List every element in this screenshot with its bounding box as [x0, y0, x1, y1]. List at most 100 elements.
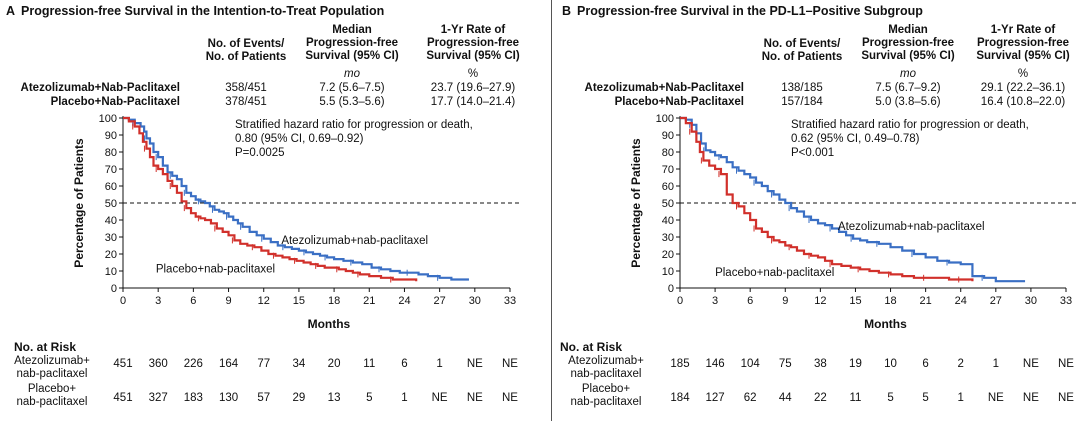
- panel-title: A Progression-free Survival in the Intent…: [6, 4, 384, 18]
- row-events: 157/184: [781, 96, 823, 108]
- x-tick-label: 3: [712, 295, 718, 307]
- x-tick-label: 0: [677, 295, 683, 307]
- risk-value: 127: [705, 392, 725, 404]
- x-tick-label: 21: [920, 295, 932, 307]
- risk-value: 19: [849, 358, 862, 370]
- risk-value: 29: [292, 392, 306, 404]
- risk-value: NE: [466, 358, 483, 370]
- row-events: 358/451: [225, 82, 267, 94]
- y-axis-label: Percentage of Patients: [72, 138, 86, 268]
- x-tick-label: 27: [990, 295, 1002, 307]
- x-tick-label: 33: [504, 295, 516, 307]
- y-tick-label: 70: [662, 164, 674, 176]
- risk-value: 13: [327, 392, 341, 404]
- risk-value: NE: [502, 358, 518, 370]
- y-tick-label: 0: [668, 283, 674, 295]
- y-tick-label: 90: [105, 130, 117, 142]
- risk-value: 184: [670, 392, 690, 404]
- y-tick-label: 40: [105, 215, 117, 227]
- row-events: 138/185: [781, 82, 823, 94]
- risk-value: 6: [922, 358, 929, 370]
- risk-value: 10: [884, 358, 897, 370]
- panel-title-text: Progression-free Survival in the PD-L1–P…: [577, 4, 923, 18]
- y-tick-label: 60: [662, 181, 674, 193]
- row-median: 7.2 (5.6–7.5): [319, 82, 385, 94]
- risk-value: 6: [401, 358, 408, 370]
- x-tick-label: 0: [120, 295, 126, 307]
- y-tick-label: 90: [662, 130, 674, 142]
- y-tick-label: 60: [105, 181, 117, 193]
- row-label: Placebo+Nab-Paclitaxel: [614, 96, 744, 108]
- risk-value: 164: [218, 358, 239, 370]
- row-rate: 23.7 (19.6–27.9): [430, 82, 516, 94]
- x-tick-label: 24: [398, 295, 410, 307]
- risk-value: 62: [743, 392, 757, 404]
- y-tick-label: 30: [662, 232, 674, 244]
- y-tick-label: 10: [105, 266, 117, 278]
- risk-value: 104: [740, 358, 760, 370]
- panel-letter: A: [6, 4, 16, 18]
- risk-value: 22: [813, 392, 827, 404]
- risk-value: 5: [887, 392, 894, 404]
- header-events: No. of Events/ No. of Patients: [205, 38, 287, 63]
- row-median: 5.5 (5.3–5.6): [319, 96, 385, 108]
- x-tick-label: 33: [1060, 295, 1072, 307]
- hazard-ratio-text: P=0.0025: [235, 147, 285, 159]
- panel-b: B Progression-free Survival in the PD-L1–…: [556, 0, 1080, 421]
- header-median: Median Progression-free Survival (95% CI…: [861, 24, 955, 62]
- panel-title: B Progression-free Survival in the PD-L1–…: [562, 4, 923, 18]
- risk-value: 57: [257, 392, 271, 404]
- unit-rate: %: [1017, 68, 1029, 80]
- y-tick-label: 80: [105, 147, 117, 159]
- hazard-ratio-text: 0.62 (95% CI, 0.49–0.78): [791, 133, 920, 145]
- y-tick-label: 50: [662, 198, 674, 210]
- unit-median: mo: [344, 68, 360, 80]
- y-tick-label: 10: [662, 266, 674, 278]
- x-tick-label: 15: [293, 295, 305, 307]
- risk-value: 451: [113, 392, 133, 404]
- x-tick-label: 30: [1025, 295, 1037, 307]
- row-rate: 29.1 (22.2–36.1): [980, 82, 1066, 94]
- x-tick-label: 18: [328, 295, 340, 307]
- y-tick-label: 100: [99, 113, 117, 125]
- y-tick-label: 50: [105, 198, 117, 210]
- risk-value: 146: [705, 358, 725, 370]
- x-axis-label: Months: [864, 317, 907, 331]
- risk-value: 77: [257, 358, 271, 370]
- row-rate: 16.4 (10.8–22.0): [980, 96, 1066, 108]
- km-chart-a: 0 10 20 30 40 50 60 70 80 90 100 0 3 6 9 12 15 18 21 24 27 30…: [72, 113, 522, 331]
- header-rate: 1-Yr Rate of Progression-free Survival (…: [976, 24, 1070, 62]
- hazard-ratio-text: 0.80 (95% CI, 0.69–0.92): [235, 133, 364, 145]
- header-rate: 1-Yr Rate of Progression-free Survival (…: [426, 24, 520, 62]
- risk-value: 1: [957, 392, 964, 404]
- risk-value: 1: [401, 392, 408, 404]
- row-label: Atezolizumab+Nab-Paclitaxel: [584, 82, 744, 94]
- y-axis-label: Percentage of Patients: [629, 138, 643, 268]
- row-events: 378/451: [225, 96, 267, 108]
- row-median: 5.0 (3.8–5.6): [875, 96, 941, 108]
- panel-letter: B: [562, 4, 572, 18]
- y-tick-label: 70: [105, 164, 117, 176]
- row-rate: 17.7 (14.0–21.4): [430, 96, 516, 108]
- risk-value: 44: [778, 392, 792, 404]
- curve-label: Placebo+nab-paclitaxel: [715, 267, 834, 279]
- x-tick-label: 27: [434, 295, 446, 307]
- risk-value: NE: [466, 392, 483, 404]
- risk-value: 38: [813, 358, 827, 370]
- risk-row-label: Placebo+ nab-paclitaxel: [570, 383, 642, 408]
- y-tick-label: 30: [105, 232, 117, 244]
- risk-value: 20: [327, 358, 341, 370]
- hazard-ratio-text: Stratified hazard ratio for progression …: [791, 119, 1029, 131]
- panel-divider: [551, 0, 552, 421]
- x-tick-label: 30: [469, 295, 481, 307]
- risk-value: NE: [502, 392, 518, 404]
- risk-value: 34: [292, 358, 306, 370]
- x-tick-label: 6: [747, 295, 753, 307]
- curve-label: Placebo+nab-paclitaxel: [156, 264, 275, 276]
- x-tick-label: 12: [814, 295, 826, 307]
- risk-value: 2: [957, 358, 964, 370]
- risk-value: 183: [183, 392, 203, 404]
- risk-value: NE: [1022, 358, 1039, 370]
- risk-title: No. at Risk: [14, 340, 77, 354]
